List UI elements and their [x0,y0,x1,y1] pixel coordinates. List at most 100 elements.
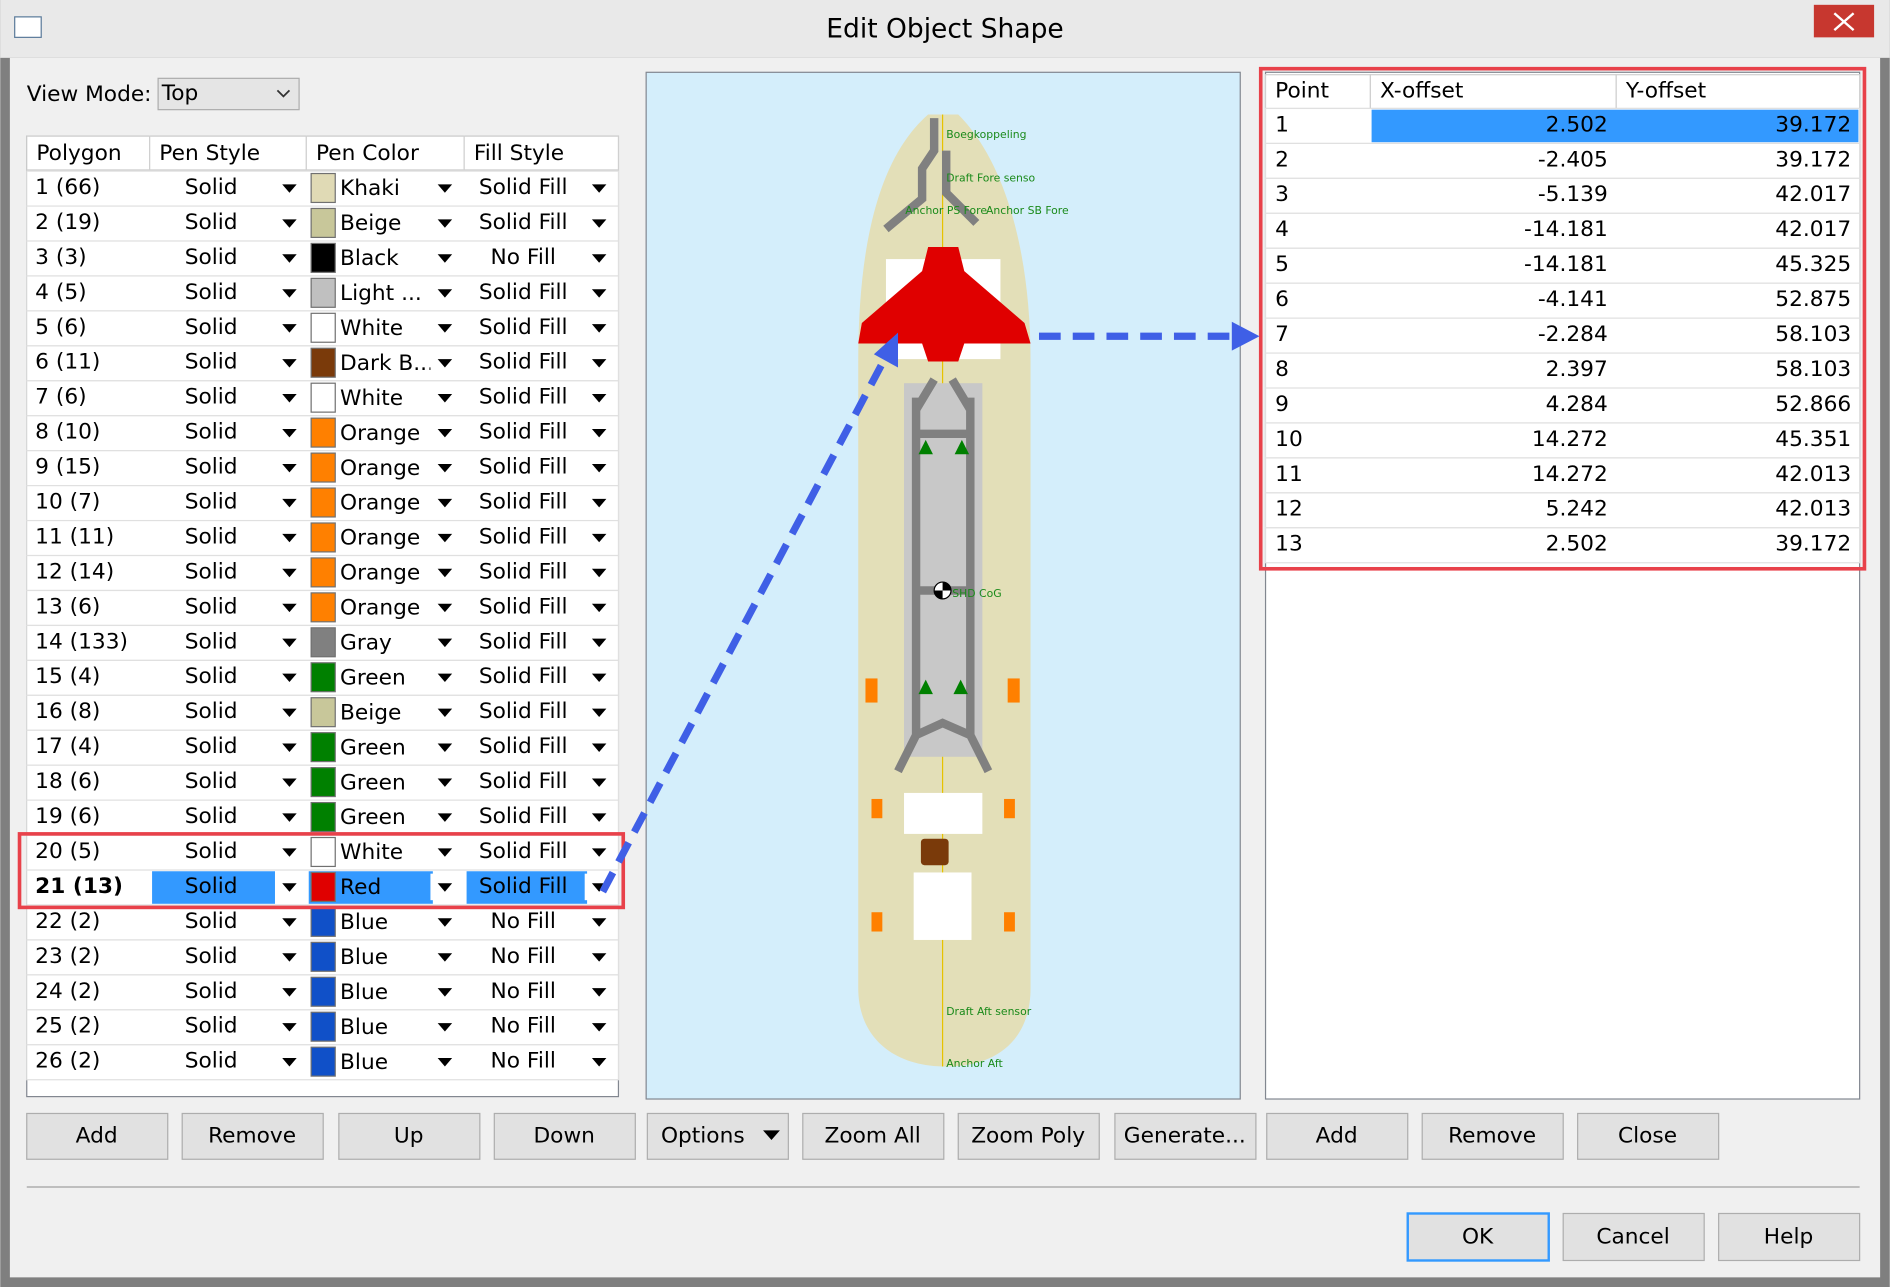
pen-style: Solid [185,769,238,794]
dropdown-arrow [437,918,453,927]
button[interactable]: Zoom Poly [957,1112,1100,1160]
color-swatch [310,767,336,798]
dropdown-arrow [282,638,297,648]
button[interactable]: Zoom All [802,1112,945,1160]
polygon-row[interactable]: 23 (2) Solid Blue No Fill [26,939,620,976]
button[interactable]: Remove [181,1112,324,1160]
button[interactable]: Down [493,1112,636,1160]
dropdown-arrow [591,988,607,997]
pen-style: Solid [185,664,238,689]
button[interactable]: Add [26,1112,169,1160]
polygon-row[interactable]: 5 (6) Solid White Solid Fill [26,310,620,347]
polygon-row[interactable]: 8 (10) Solid Orange Solid Fill [26,415,620,452]
point-row[interactable]: 2 -2.405 39.172 [1264,142,1861,179]
point-row[interactable]: 1 2.502 39.172 [1264,107,1861,145]
pen-color: White [340,840,403,865]
point-row[interactable]: 3 -5.139 42.017 [1264,177,1861,214]
point-row[interactable]: 5 -14.181 45.325 [1264,247,1861,284]
pen-style: Solid [185,699,238,724]
polygon-row[interactable]: 10 (7) Solid Orange Solid Fill [26,485,620,522]
polygon-row[interactable]: 19 (6) Solid Green Solid Fill [26,799,620,836]
button-label: Zoom All [825,1123,921,1148]
x-offset: 14.272 [1532,427,1608,452]
green-marks [918,439,970,695]
polygon-row[interactable]: 2 (19) Solid Beige Solid Fill [26,205,620,242]
dropdown-arrow [591,289,607,298]
polygon-row[interactable]: 16 (8) Solid Beige Solid Fill [26,694,620,731]
polygon-row[interactable]: 1 (66) Solid Khaki Solid Fill [26,170,620,207]
polygon-row[interactable]: 20 (5) Solid White Solid Fill [26,834,620,871]
x-offset: 2.502 [1546,532,1608,557]
polygon-row[interactable]: 4 (5) Solid Light ... Solid Fill [26,275,620,312]
dialog-button[interactable]: Help [1718,1212,1861,1262]
dropdown-arrow [282,673,297,683]
polygon-row[interactable]: 26 (2) Solid Blue No Fill [26,1044,620,1081]
polygon-row[interactable]: 3 (3) Solid Black No Fill [26,240,620,277]
button-label: Generate... [1124,1123,1246,1148]
button[interactable]: Add [1266,1112,1409,1160]
fill-style: Solid Fill [479,839,568,864]
x-offset: -4.141 [1538,287,1608,312]
x-offset: 5.242 [1546,497,1608,522]
dropdown-arrow [591,743,607,752]
dropdown-arrow [282,463,297,473]
fill-style: Solid Fill [479,524,568,549]
button[interactable]: Up [338,1112,481,1160]
header-cell [305,135,465,171]
row-bg [1264,317,1861,354]
dropdown-arrow [282,918,297,927]
polygon-row[interactable]: 11 (11) Solid Orange Solid Fill [26,519,620,557]
dropdown-arrow [437,289,453,298]
dropdown-arrow [282,184,297,193]
polygon-row[interactable]: 17 (4) Solid Green Solid Fill [26,729,620,766]
dropdown-arrow [591,254,607,263]
dropdown-arrow [591,603,607,613]
dropdown-arrow [591,498,607,508]
button[interactable]: Generate... [1114,1112,1257,1160]
dialog-button[interactable]: OK [1406,1212,1550,1262]
polygon-row[interactable]: 18 (6) Solid Green Solid Fill [26,764,620,801]
polygon-row[interactable]: 6 (11) Solid Dark B... Solid Fill [26,345,620,382]
button[interactable]: Options [646,1112,789,1160]
polygon-row[interactable]: 14 (133) Solid Gray Solid Fill [26,624,620,661]
polygon-row[interactable]: 15 (4) Solid Green Solid Fill [26,659,620,696]
polygon-row[interactable]: 7 (6) Solid White Solid Fill [26,380,620,417]
point-id: 3 [1275,182,1289,207]
polygon-row[interactable]: 9 (15) Solid Orange Solid Fill [26,450,620,487]
dropdown-arrow [591,918,607,927]
point-row[interactable]: 6 -4.141 52.875 [1264,282,1861,319]
point-row[interactable]: 9 4.284 52.866 [1264,387,1861,424]
button-label: Remove [208,1123,296,1148]
x-offset: 2.502 [1546,112,1608,137]
column-header: Y-offset [1625,79,1706,104]
dropdown-arrow [591,1023,607,1032]
fill-style: Solid Fill [479,385,568,410]
polygon-row[interactable]: 25 (2) Solid Blue No Fill [26,1009,620,1046]
point-row[interactable]: 8 2.397 58.103 [1264,352,1861,389]
point-row[interactable]: 10 14.272 45.351 [1264,422,1861,459]
point-row[interactable]: 13 2.502 39.172 [1264,527,1861,564]
canvas-label: Boegkoppeling [946,128,1026,141]
fill-style: Solid Fill [479,699,568,724]
dropdown-arrow [591,673,607,683]
polygon-row[interactable]: 13 (6) Solid Orange Solid Fill [26,589,620,627]
color-swatch [310,592,336,623]
polygon-row[interactable]: 21 (13) Solid Red Solid Fill [26,869,620,906]
dialog-button[interactable]: Cancel [1562,1212,1705,1262]
header-cell [149,135,307,171]
point-row[interactable]: 11 14.272 42.013 [1264,457,1861,494]
polygon-row[interactable]: 22 (2) Solid Blue No Fill [26,904,620,941]
dropdown-arrow [591,394,607,403]
pen-color: Khaki [340,176,400,201]
view-mode-combo[interactable] [157,77,300,111]
polygon-row[interactable]: 24 (2) Solid Blue No Fill [26,974,620,1011]
point-row[interactable]: 7 -2.284 58.103 [1264,317,1861,354]
point-row[interactable]: 12 5.242 42.013 [1264,492,1861,529]
button[interactable]: Remove [1421,1112,1564,1160]
point-row[interactable]: 4 -14.181 42.017 [1264,212,1861,249]
polygon-id: 26 (2) [35,1049,100,1074]
polygon-row[interactable]: 12 (14) Solid Orange Solid Fill [26,554,620,592]
button[interactable]: Close [1577,1112,1720,1160]
dropdown-arrow [282,1058,297,1067]
